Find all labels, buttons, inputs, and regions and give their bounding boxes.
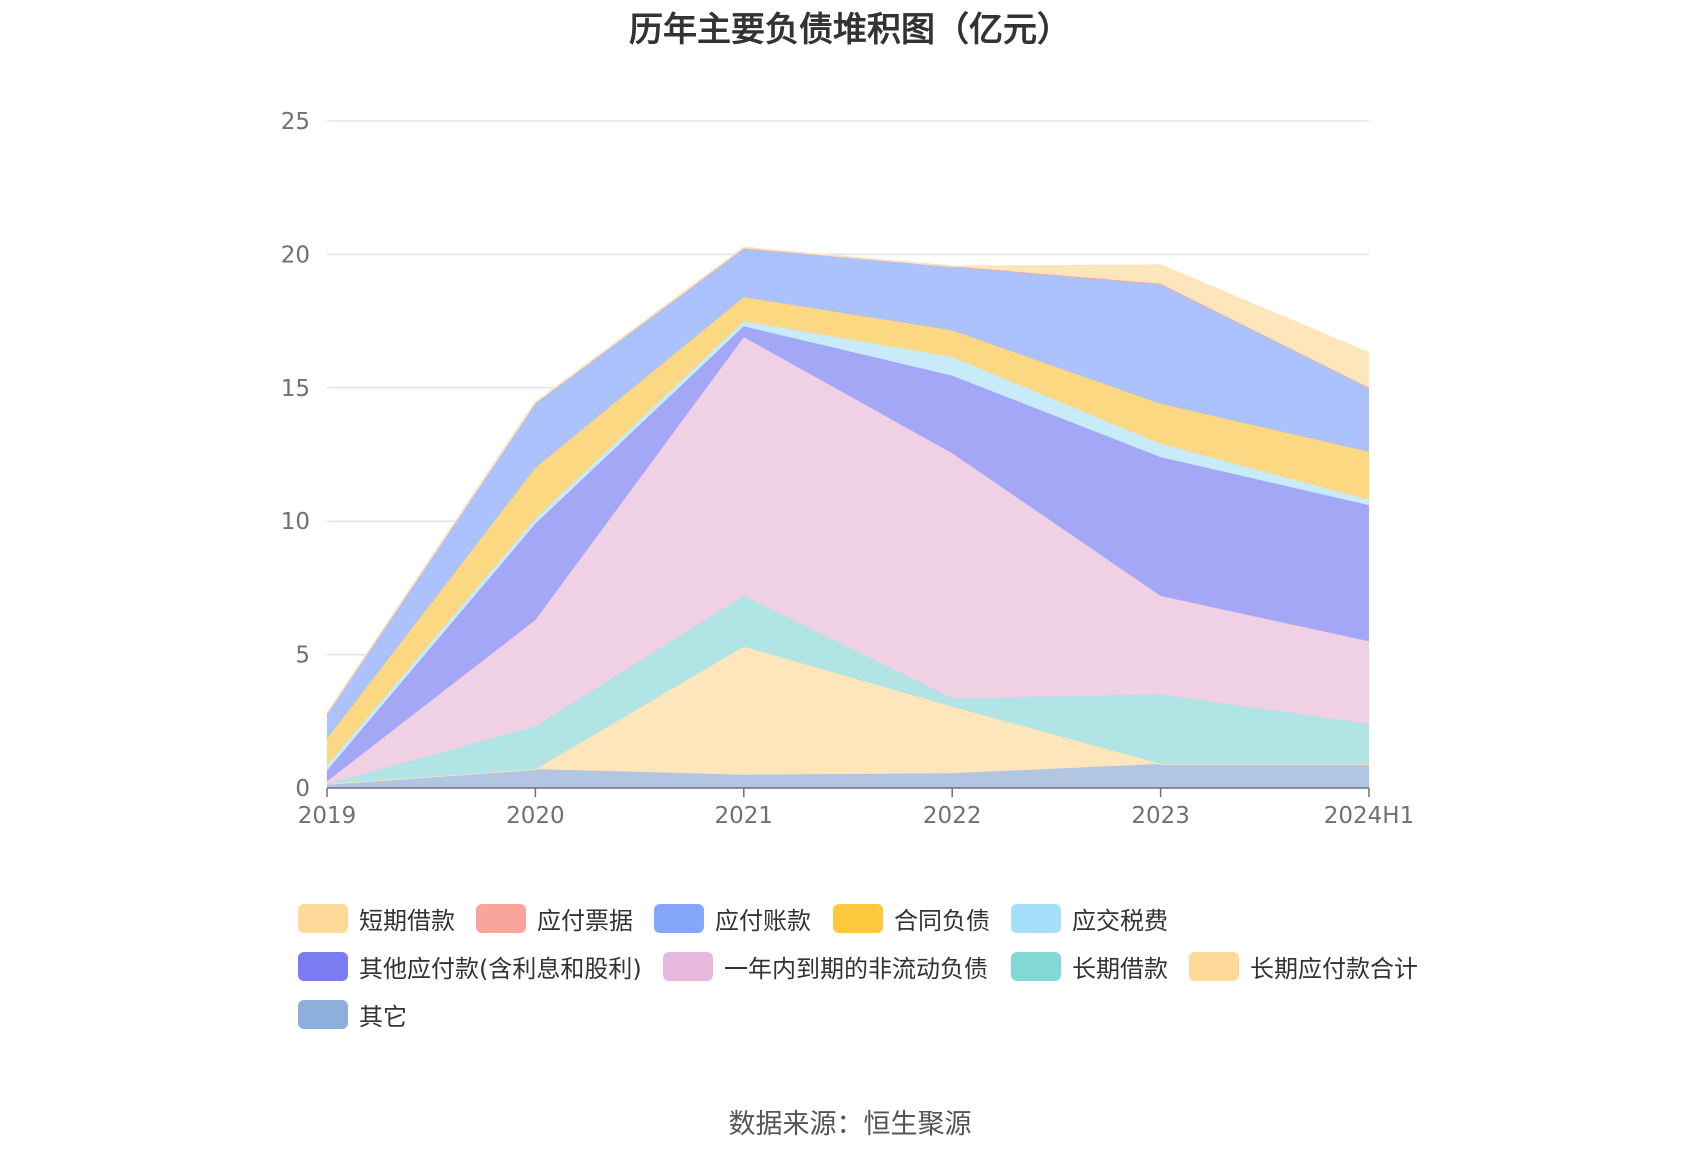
legend-swatch bbox=[476, 903, 526, 933]
legend-label: 一年内到期的非流动负债 bbox=[724, 954, 988, 983]
legend-swatch bbox=[654, 903, 704, 933]
data-source-note: 数据来源：恒生聚源 bbox=[728, 1109, 972, 1140]
legend-swatch bbox=[298, 903, 348, 933]
legend-item[interactable]: 应付账款 bbox=[654, 902, 811, 935]
legend-swatch bbox=[663, 951, 713, 981]
chart-title: 历年主要负债堆积图（亿元） bbox=[629, 10, 1071, 50]
area-series-2 bbox=[327, 249, 1369, 739]
y-axis-tick-labels: 0 5 10 15 20 25 bbox=[281, 109, 310, 802]
legend-item[interactable]: 应付票据 bbox=[476, 902, 633, 935]
x-tick-label: 2021 bbox=[715, 803, 774, 829]
legend-item[interactable]: 其他应付款(含利息和股利) bbox=[298, 950, 642, 983]
x-tick-label: 2020 bbox=[506, 803, 565, 829]
legend-swatch bbox=[298, 951, 348, 981]
area-series-7 bbox=[327, 595, 1369, 784]
legend-item[interactable]: 长期借款 bbox=[1011, 950, 1168, 983]
area-series bbox=[326, 246, 1370, 788]
y-tick-label: 5 bbox=[295, 643, 310, 669]
x-tick-label: 2024H1 bbox=[1324, 803, 1414, 829]
x-axis bbox=[326, 787, 1370, 797]
legend-item[interactable]: 短期借款 bbox=[298, 902, 455, 935]
legend-label: 其它 bbox=[359, 1002, 407, 1031]
x-tick-label: 2023 bbox=[1131, 803, 1190, 829]
area-series-9 bbox=[327, 764, 1369, 788]
y-tick-label: 15 bbox=[281, 376, 310, 402]
legend-swatch bbox=[298, 999, 348, 1029]
legend-label: 应交税费 bbox=[1072, 906, 1168, 935]
legend-label: 合同负债 bbox=[894, 906, 990, 935]
legend-label: 其他应付款(含利息和股利) bbox=[359, 954, 642, 983]
area-series-5 bbox=[327, 326, 1369, 782]
legend-label: 长期借款 bbox=[1072, 954, 1168, 983]
x-axis-tick-labels: 2019 2020 2021 2022 2023 2024H1 bbox=[298, 803, 1415, 829]
legend-label: 应付账款 bbox=[715, 906, 811, 935]
legend-swatch bbox=[833, 903, 883, 933]
legend-swatch bbox=[1189, 951, 1239, 981]
y-tick-label: 0 bbox=[295, 776, 310, 802]
area-series-3 bbox=[327, 297, 1369, 766]
legend-item[interactable]: 其它 bbox=[298, 998, 407, 1031]
legend-swatch bbox=[1011, 903, 1061, 933]
y-tick-label: 10 bbox=[281, 509, 310, 535]
legend-item[interactable]: 应交税费 bbox=[1011, 902, 1168, 935]
x-tick-label: 2022 bbox=[923, 803, 982, 829]
x-tick-label: 2019 bbox=[298, 803, 357, 829]
legend-item[interactable]: 一年内到期的非流动负债 bbox=[663, 950, 988, 983]
y-tick-label: 25 bbox=[281, 109, 310, 135]
legend-label: 应付票据 bbox=[537, 906, 633, 935]
legend-item[interactable]: 合同负债 bbox=[833, 902, 990, 935]
area-series-6 bbox=[327, 337, 1369, 784]
legend-label: 短期借款 bbox=[359, 906, 455, 935]
area-edge-8 bbox=[326, 246, 1370, 714]
legend-item[interactable]: 长期应付款合计 bbox=[1189, 950, 1418, 983]
y-tick-label: 20 bbox=[281, 242, 310, 268]
area-series-4 bbox=[327, 321, 1369, 771]
legend-label: 长期应付款合计 bbox=[1250, 954, 1418, 983]
legend-swatch bbox=[1011, 951, 1061, 981]
